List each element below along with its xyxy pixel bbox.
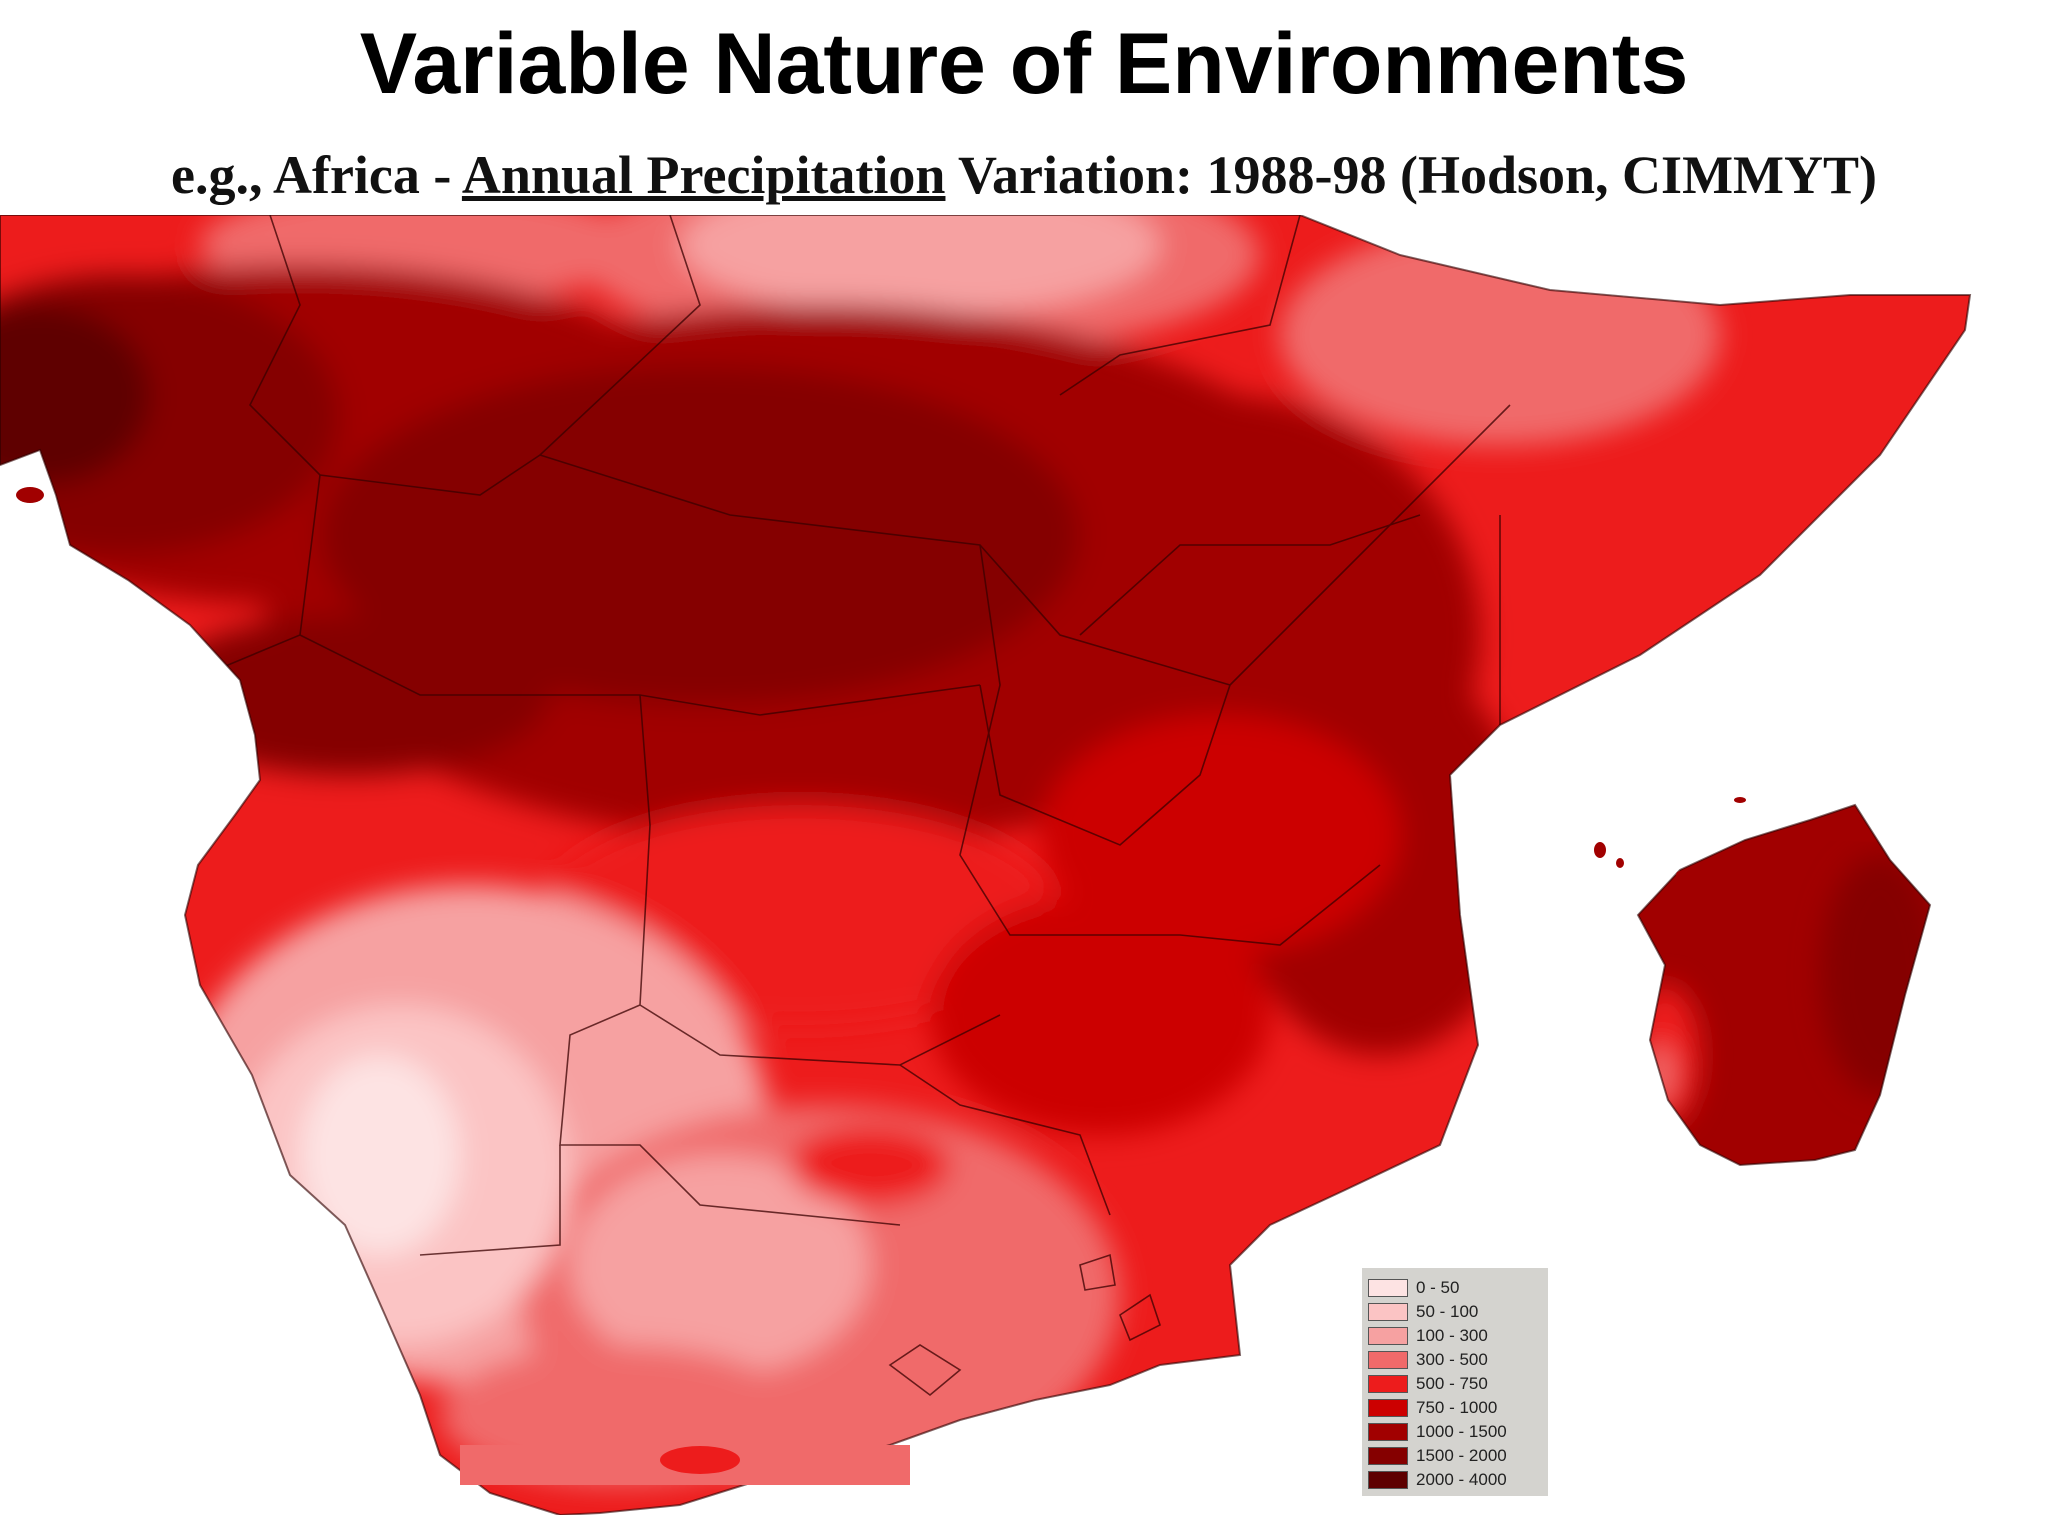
slide-title: Variable Nature of Environments (359, 16, 1689, 112)
legend-swatch (1368, 1423, 1408, 1441)
slide-subtitle: e.g., Africa - Annual Precipitation Vari… (0, 140, 2048, 210)
legend-swatch (1368, 1447, 1408, 1465)
subtitle-underlined: Annual Precipitation (461, 145, 946, 205)
legend-entry: 750 - 1000 (1368, 1396, 1542, 1420)
legend-swatch (1368, 1375, 1408, 1393)
small-islands (16, 487, 1746, 879)
legend-swatch (1368, 1279, 1408, 1297)
legend-label: 1000 - 1500 (1416, 1422, 1507, 1441)
legend-label: 300 - 500 (1416, 1350, 1488, 1369)
legend-entry: 0 - 50 (1368, 1276, 1542, 1300)
legend-entry: 1000 - 1500 (1368, 1420, 1542, 1444)
legend-label: 750 - 1000 (1416, 1398, 1498, 1417)
legend-entry: 100 - 300 (1368, 1324, 1542, 1348)
madagascar (1638, 805, 1930, 1165)
africa-landmass (0, 215, 1970, 1515)
legend-entry: 1500 - 2000 (1368, 1444, 1542, 1468)
legend-swatch (1368, 1327, 1408, 1345)
legend-label: 0 - 50 (1416, 1278, 1460, 1297)
subtitle-prefix: e.g., Africa - (170, 145, 462, 205)
legend-label: 50 - 100 (1416, 1302, 1479, 1321)
legend-label: 2000 - 4000 (1416, 1470, 1507, 1489)
legend-label: 500 - 750 (1416, 1374, 1488, 1393)
legend-entry: 500 - 750 (1368, 1372, 1542, 1396)
southern-strip (460, 1445, 910, 1485)
precipitation-map (0, 215, 1971, 1515)
legend-label: 1500 - 2000 (1416, 1446, 1507, 1465)
legend-label: 100 - 300 (1416, 1326, 1488, 1345)
legend-swatch (1368, 1303, 1408, 1321)
legend-entry: 300 - 500 (1368, 1348, 1542, 1372)
subtitle-suffix: Variation: 1988-98 (Hodson, CIMMYT) (945, 145, 1877, 205)
legend-swatch (1368, 1399, 1408, 1417)
legend-swatch (1368, 1351, 1408, 1369)
legend-entry: 2000 - 4000 (1368, 1468, 1542, 1492)
legend-swatch (1368, 1471, 1408, 1489)
precipitation-legend: 0 - 50 50 - 100 100 - 300 300 - 500 500 - 75… (1362, 1268, 1548, 1496)
legend-entry: 50 - 100 (1368, 1300, 1542, 1324)
